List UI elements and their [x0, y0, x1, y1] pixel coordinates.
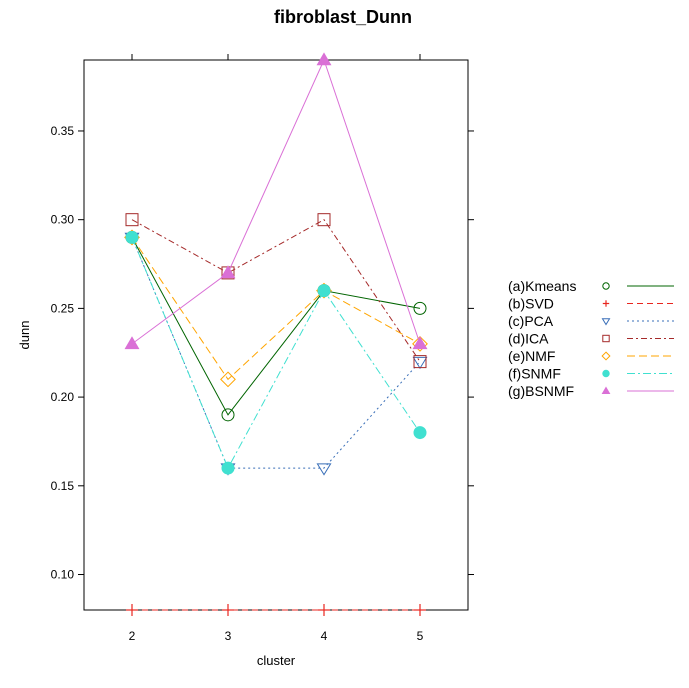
data-point: [317, 284, 331, 298]
x-axis-label: cluster: [257, 653, 296, 668]
series-line: [131, 58, 421, 345]
series-line: [131, 237, 421, 381]
chart-title: fibroblast_Dunn: [274, 7, 412, 27]
data-point: [221, 461, 235, 475]
series-2: [126, 604, 426, 616]
x-tick-label: 4: [321, 629, 328, 643]
data-point: [316, 52, 332, 66]
data-point: [413, 301, 427, 315]
series-4: [125, 213, 427, 369]
legend-marker: [602, 334, 610, 343]
data-point: [220, 265, 236, 279]
data-point: [412, 336, 428, 350]
y-tick-label: 0.35: [51, 124, 75, 138]
data-point: [316, 463, 332, 476]
y-tick-label: 0.10: [51, 568, 75, 582]
series-3: [124, 232, 428, 476]
data-point: [413, 426, 427, 440]
y-axis-ticks: 0.10 0.15 0.20 0.25 0.30 0.35: [51, 124, 474, 582]
x-tick-label: 5: [417, 629, 424, 643]
y-tick-label: 0.15: [51, 479, 75, 493]
legend-label: (f)SNMF: [508, 366, 561, 382]
legend-label: (b)SVD: [508, 296, 554, 312]
data-point: [125, 213, 139, 227]
series-6: [125, 230, 427, 475]
series-7: [124, 52, 428, 350]
legend-marker: [601, 318, 611, 326]
y-tick-label: 0.20: [51, 390, 75, 404]
series-line: [131, 237, 421, 416]
data-point: [125, 230, 139, 244]
data-point: [413, 355, 427, 369]
legend-label: (g)BSNMF: [508, 383, 574, 399]
legend-marker: [601, 351, 611, 361]
legend-marker: [601, 386, 611, 395]
data-point: [318, 604, 330, 616]
legend-label: (e)NMF: [508, 348, 555, 364]
data-point: [124, 336, 140, 350]
legend-label: (d)ICA: [508, 331, 549, 347]
legend-label: (a)Kmeans: [508, 278, 576, 294]
series-line: [131, 237, 421, 470]
plot-frame: [83, 59, 469, 611]
data-point: [412, 356, 428, 370]
x-tick-label: 2: [129, 629, 136, 643]
legend-label: (c)PCA: [508, 313, 554, 329]
y-axis-label: dunn: [17, 321, 32, 350]
legend-marker: [602, 300, 610, 307]
legend: (a)Kmeans (b)SVD(c)PCA (d)ICA(e)NMF (f)SNMF…: [508, 278, 674, 399]
series-1: [125, 230, 427, 422]
data-point: [126, 604, 138, 616]
data-point: [317, 213, 331, 227]
data-point: [220, 371, 236, 388]
data-point: [221, 408, 235, 422]
y-tick-label: 0.30: [51, 213, 75, 227]
legend-marker: [602, 369, 610, 378]
series-layer: [124, 52, 428, 616]
data-point: [414, 604, 426, 616]
y-tick-label: 0.25: [51, 301, 75, 315]
x-tick-label: 3: [225, 629, 232, 643]
series-line: [131, 219, 421, 362]
data-point: [412, 335, 428, 352]
x-axis-ticks: 2 3 4 5: [129, 54, 424, 643]
legend-marker: [602, 282, 610, 290]
data-point: [222, 604, 234, 616]
